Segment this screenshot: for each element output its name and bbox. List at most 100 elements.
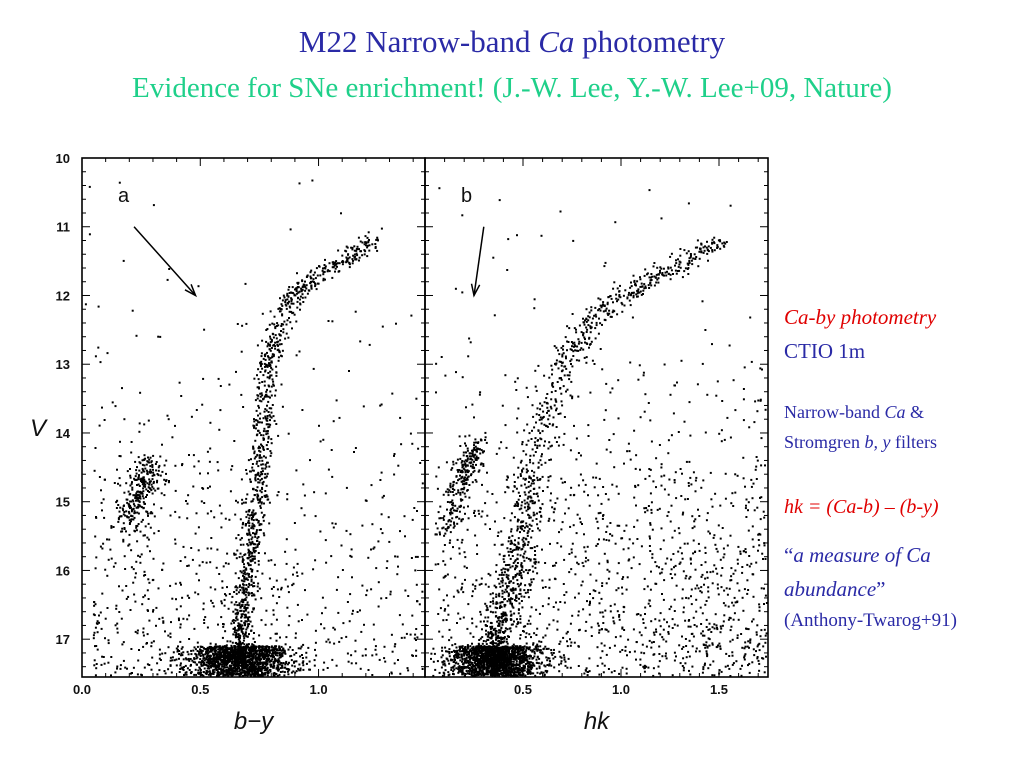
- data-point: [268, 522, 271, 525]
- data-point: [411, 654, 414, 657]
- data-point: [229, 671, 232, 674]
- data-point: [535, 661, 538, 664]
- data-point: [139, 561, 142, 564]
- data-point: [249, 650, 252, 653]
- data-point: [199, 655, 202, 657]
- data-point: [264, 490, 267, 492]
- data-point: [169, 514, 172, 517]
- data-point: [226, 646, 229, 649]
- data-point: [222, 670, 225, 673]
- data-point: [294, 632, 297, 635]
- data-point: [261, 661, 264, 664]
- data-point: [365, 244, 367, 247]
- data-point: [328, 262, 331, 265]
- data-point: [258, 381, 261, 384]
- data-point: [285, 667, 288, 670]
- data-point: [272, 646, 275, 649]
- data-point: [248, 573, 250, 576]
- data-point: [240, 642, 243, 645]
- data-point: [141, 518, 144, 521]
- y-tick-label: 10: [56, 151, 70, 166]
- data-point: [302, 664, 305, 667]
- data-point: [382, 494, 385, 497]
- data-point: [171, 597, 174, 600]
- data-point: [107, 661, 110, 664]
- data-point: [524, 665, 526, 668]
- data-point: [179, 581, 182, 584]
- data-point: [230, 644, 233, 647]
- data-point: [142, 490, 145, 493]
- data-point: [242, 590, 245, 593]
- data-point: [367, 669, 370, 671]
- data-point: [537, 662, 540, 665]
- data-point: [250, 538, 253, 541]
- data-point: [270, 587, 273, 590]
- data-point: [487, 665, 490, 668]
- data-point: [280, 323, 283, 325]
- data-point: [122, 659, 125, 662]
- data-point: [258, 406, 260, 409]
- data-point: [280, 330, 282, 332]
- data-point: [242, 653, 245, 656]
- data-point: [397, 464, 400, 467]
- data-point: [253, 420, 256, 423]
- data-point: [261, 488, 264, 491]
- data-point: [183, 673, 186, 676]
- data-point: [222, 668, 225, 671]
- data-point: [499, 669, 502, 672]
- data-point: [508, 669, 511, 672]
- data-point: [107, 639, 110, 642]
- data-point: [470, 657, 473, 660]
- data-point: [334, 270, 336, 273]
- data-point: [202, 602, 205, 605]
- data-point: [300, 645, 303, 648]
- data-point: [137, 456, 140, 459]
- data-point: [272, 594, 275, 597]
- data-point: [476, 656, 478, 659]
- data-point: [403, 636, 406, 639]
- data-point: [239, 647, 242, 650]
- data-point: [264, 552, 266, 555]
- data-point: [271, 651, 274, 654]
- data-point: [364, 499, 367, 502]
- data-point: [156, 662, 159, 665]
- data-point: [254, 665, 257, 668]
- data-point: [520, 667, 523, 669]
- data-point: [106, 352, 109, 355]
- data-point: [463, 665, 466, 668]
- data-point: [404, 589, 407, 592]
- data-point: [288, 286, 291, 288]
- data-point: [129, 507, 131, 509]
- data-point: [363, 243, 366, 246]
- data-point: [374, 645, 377, 648]
- data-point: [217, 469, 220, 472]
- data-point: [93, 604, 96, 607]
- data-point: [265, 409, 268, 412]
- data-point: [242, 588, 245, 591]
- data-point: [391, 392, 394, 395]
- data-point: [235, 669, 238, 672]
- data-point: [266, 376, 269, 379]
- data-point: [253, 661, 256, 664]
- data-point: [178, 653, 181, 655]
- data-point: [237, 660, 240, 663]
- data-point: [348, 370, 350, 372]
- y-tick-label: 11: [56, 220, 70, 235]
- data-point: [323, 661, 326, 664]
- data-point: [295, 354, 298, 357]
- data-point: [301, 288, 304, 291]
- data-point: [233, 660, 236, 663]
- data-point: [283, 674, 286, 677]
- data-point: [341, 254, 344, 257]
- data-point: [96, 620, 99, 623]
- data-point: [203, 667, 206, 670]
- data-point: [251, 663, 254, 666]
- data-point: [236, 670, 239, 673]
- data-point: [169, 584, 172, 587]
- data-point: [491, 672, 494, 675]
- data-point: [301, 296, 304, 299]
- data-point: [227, 669, 230, 672]
- data-point: [197, 285, 200, 288]
- data-point: [432, 660, 435, 663]
- data-point: [200, 664, 203, 667]
